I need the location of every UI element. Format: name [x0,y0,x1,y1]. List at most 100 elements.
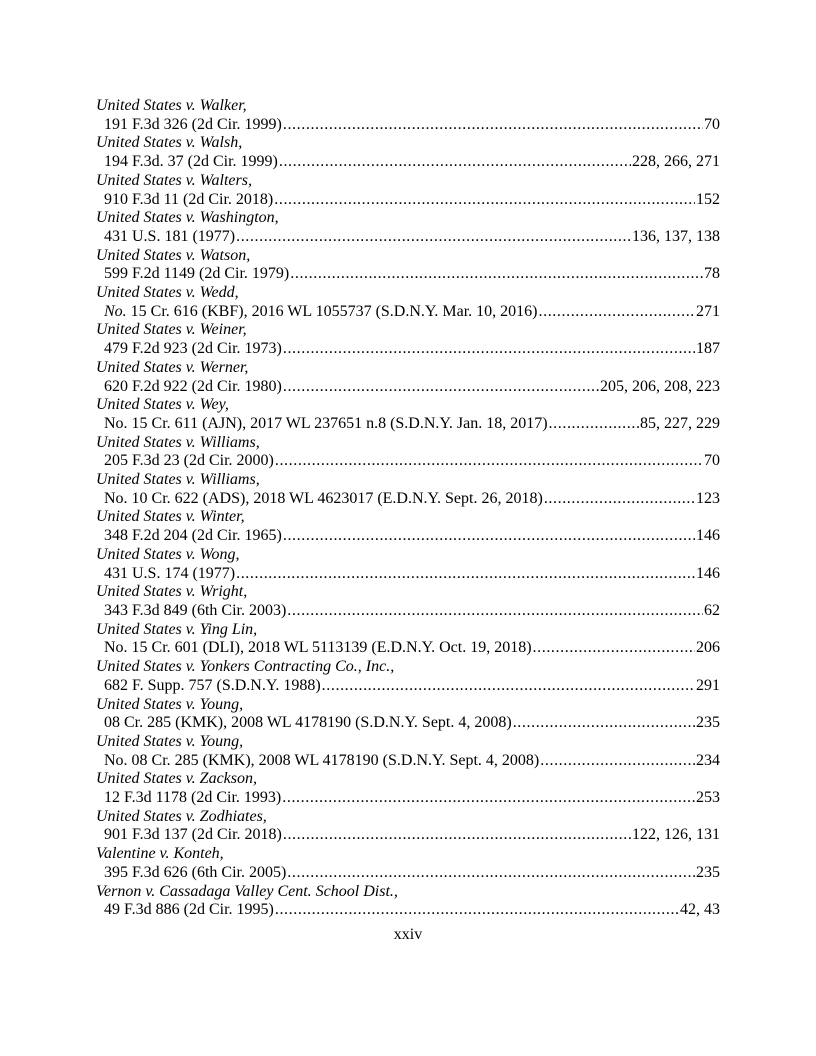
dot-leader [279,153,631,172]
page-references: 70 [704,452,720,470]
citation-body: 431 U.S. 181 (1977) [104,227,236,245]
table-of-authorities-entry: United States v. Yonkers Contracting Co.… [96,658,720,695]
citation-line: 910 F.3d 11 (2d Cir. 2018) 152 [96,191,720,210]
page-references: 152 [696,190,720,208]
page-references: 122, 126, 131 [632,826,720,844]
dot-leader [287,864,695,883]
citation-italic-prefix: No. [104,302,127,320]
dot-leader [274,191,695,210]
case-name: United States v. Walsh, [96,134,243,152]
page-references: 70 [704,115,720,133]
citation-text: 191 F.3d 326 (2d Cir. 1999) [104,116,282,135]
page-references: 187 [696,340,720,358]
page-references: 42, 43 [680,901,720,919]
citation-line: 901 F.3d 137 (2d Cir. 2018) 122, 126, 13… [96,826,720,845]
citation-body: 343 F.3d 849 (6th Cir. 2003) [104,601,287,619]
case-name: United States v. Werner, [96,358,249,376]
dot-leader [322,677,695,696]
page-references: 136, 137, 138 [632,227,720,245]
citation-line: No. 15 Cr. 616 (KBF), 2016 WL 1055737 (S… [96,303,720,322]
citation-text: 395 F.3d 626 (6th Cir. 2005) [104,864,286,883]
table-of-authorities-entry: United States v. Weiner, 479 F.2d 923 (2… [96,321,720,358]
citation-line: No. 15 Cr. 601 (DLI), 2018 WL 5113139 (E… [96,639,720,658]
case-name: United States v. Walker, [96,97,247,114]
citation-body: 205 F.3d 23 (2d Cir. 2000) [104,452,274,470]
citation-text: 599 F.2d 1149 (2d Cir. 1979) [104,265,289,284]
dot-leader [533,639,695,658]
citation-line: 395 F.3d 626 (6th Cir. 2005) 235 [96,864,720,883]
case-name: United States v. Ying Lin, [96,620,258,638]
dot-leader [283,826,631,845]
citation-line: No. 08 Cr. 285 (KMK), 2008 WL 4178190 (S… [96,752,720,771]
case-name: United States v. Young, [96,695,244,713]
dot-leader [540,752,695,771]
page-references: 235 [696,863,720,881]
citation-body: 479 F.2d 923 (2d Cir. 1973) [104,340,282,358]
citation-line: No. 15 Cr. 611 (AJN), 2017 WL 237651 n.8… [96,415,720,434]
citation-line: 12 F.3d 1178 (2d Cir. 1993) 253 [96,789,720,808]
page-references: 271 [696,302,720,320]
citation-body: 08 Cr. 285 (KMK), 2008 WL 4178190 (S.D.N… [104,714,512,732]
page-references: 78 [704,265,720,283]
table-of-authorities-entry: United States v. Zackson, 12 F.3d 1178 (… [96,770,720,807]
citation-body: 599 F.2d 1149 (2d Cir. 1979) [104,265,290,283]
citation-body: 348 F.2d 204 (2d Cir. 1965) [104,527,282,545]
table-of-authorities-entry: United States v. Walsh, 194 F.3d. 37 (2d… [96,134,720,171]
citation-text: No. 15 Cr. 616 (KBF), 2016 WL 1055737 (S… [104,303,538,322]
page-references: 85, 227, 229 [640,414,720,432]
citation-text: 431 U.S. 181 (1977) [104,228,235,247]
citation-body: 194 F.3d. 37 (2d Cir. 1999) [104,153,278,171]
citation-text: 431 U.S. 174 (1977) [104,565,235,584]
table-of-authorities-entry: United States v. Wedd, No. 15 Cr. 616 (K… [96,284,720,321]
citation-text: No. 08 Cr. 285 (KMK), 2008 WL 4178190 (S… [104,752,539,771]
citation-line: 49 F.3d 886 (2d Cir. 1995) 42, 43 [96,901,720,920]
citation-body: 682 F. Supp. 757 (S.D.N.Y. 1988) [104,676,321,694]
citation-line: No. 10 Cr. 622 (ADS), 2018 WL 4623017 (E… [96,490,720,509]
citation-body: 620 F.2d 922 (2d Cir. 1980) [104,377,282,395]
case-list: United States v. Walker, 191 F.3d 326 (2… [96,97,720,920]
citation-line: 431 U.S. 174 (1977) 146 [96,565,720,584]
case-name: United States v. Williams, [96,433,260,451]
dot-leader [236,228,631,247]
page-number: xxiv [393,926,423,943]
table-of-authorities-entry: United States v. Wong, 431 U.S. 174 (197… [96,546,720,583]
case-name: United States v. Wey, [96,396,229,414]
case-name: United States v. Wong, [96,545,240,563]
page-references: 253 [696,789,720,807]
citation-line: 191 F.3d 326 (2d Cir. 1999) 70 [96,116,720,135]
table-of-authorities-entry: United States v. Wright, 343 F.3d 849 (6… [96,583,720,620]
citation-text: 620 F.2d 922 (2d Cir. 1980) [104,378,282,397]
page-references: 205, 206, 208, 223 [600,377,720,395]
citation-body: 12 F.3d 1178 (2d Cir. 1993) [104,789,282,807]
page-references: 62 [704,601,720,619]
citation-text: 479 F.2d 923 (2d Cir. 1973) [104,340,282,359]
table-of-authorities-entry: United States v. Walters, 910 F.3d 11 (2… [96,172,720,209]
citation-text: 12 F.3d 1178 (2d Cir. 1993) [104,789,281,808]
case-name: United States v. Zodhiates, [96,807,267,825]
table-of-authorities-entry: United States v. Young, No. 08 Cr. 285 (… [96,733,720,770]
citation-body: 901 F.3d 137 (2d Cir. 2018) [104,826,282,844]
case-name: Vernon v. Cassadaga Valley Cent. School … [96,882,398,900]
page-references: 146 [696,527,720,545]
dot-leader [290,265,703,284]
dot-leader [283,378,599,397]
case-name: United States v. Zackson, [96,770,258,788]
case-name: United States v. Young, [96,732,244,750]
dot-leader [282,789,695,808]
dot-leader [283,116,703,135]
citation-text: 682 F. Supp. 757 (S.D.N.Y. 1988) [104,677,321,696]
dot-leader [539,303,696,322]
citation-body: 15 Cr. 616 (KBF), 2016 WL 1055737 (S.D.N… [126,302,538,320]
table-of-authorities-entry: Valentine v. Konteh, 395 F.3d 626 (6th C… [96,845,720,882]
dot-leader [236,565,695,584]
dot-leader [544,490,695,509]
citation-text: 910 F.3d 11 (2d Cir. 2018) [104,191,273,210]
case-name: United States v. Yonkers Contracting Co.… [96,658,395,676]
table-of-authorities-entry: United States v. Werner, 620 F.2d 922 (2… [96,359,720,396]
case-name: Valentine v. Konteh, [96,845,224,863]
citation-text: 901 F.3d 137 (2d Cir. 2018) [104,826,282,845]
case-name: United States v. Winter, [96,508,245,526]
citation-line: 194 F.3d. 37 (2d Cir. 1999) 228, 266, 27… [96,153,720,172]
dot-leader [287,602,703,621]
